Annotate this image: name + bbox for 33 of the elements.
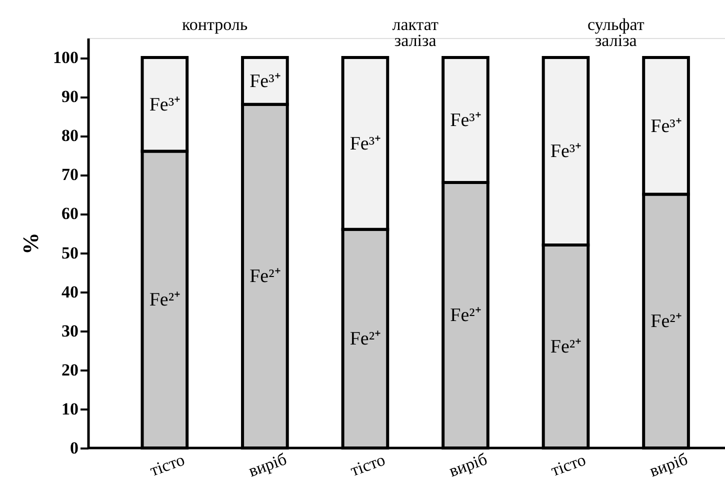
y-tick-label: 90 [62,87,78,106]
annotation: сульфат заліза [587,15,645,50]
y-tick-label: 60 [62,204,78,224]
x-tick-label: тісто [147,450,188,480]
y-tick-label: 0 [70,438,78,458]
y-tick-label: 80 [62,126,78,146]
text: Fe³⁺ [149,94,180,116]
y-tick-label: 100 [53,48,78,68]
y-tick-label: 50 [62,243,78,262]
y-tick-label: 70 [62,165,78,184]
text: Fe³⁺ [450,110,481,131]
text: Fe³⁺ [550,141,582,162]
y-axis-title: % [18,232,43,254]
y-tick-label: 30 [62,321,78,340]
text: Fe²⁺ [149,290,180,311]
x-tick-label: тісто [348,450,388,480]
series-label: Fe²⁺ [650,311,682,332]
text: Fe²⁺ [450,305,481,326]
series-label: Fe³⁺ [650,116,682,137]
x-tick-label: виріб [246,449,290,481]
y-tick-label: 20 [62,360,78,380]
y-tick-label: 40 [62,282,78,302]
text: Fe²⁺ [350,328,381,350]
text: Fe²⁺ [550,336,582,358]
text: Fe³⁺ [350,133,381,154]
x-tick-label: тісто [548,450,588,480]
y-tick-label: 10 [62,399,78,418]
annotation: лактат заліза [392,15,440,50]
x-tick-label: виріб [647,449,690,481]
text: Fe²⁺ [250,266,280,288]
text: контроль [182,15,248,34]
text: Fe³⁺ [250,70,280,92]
x-tick-label: виріб [446,449,490,481]
